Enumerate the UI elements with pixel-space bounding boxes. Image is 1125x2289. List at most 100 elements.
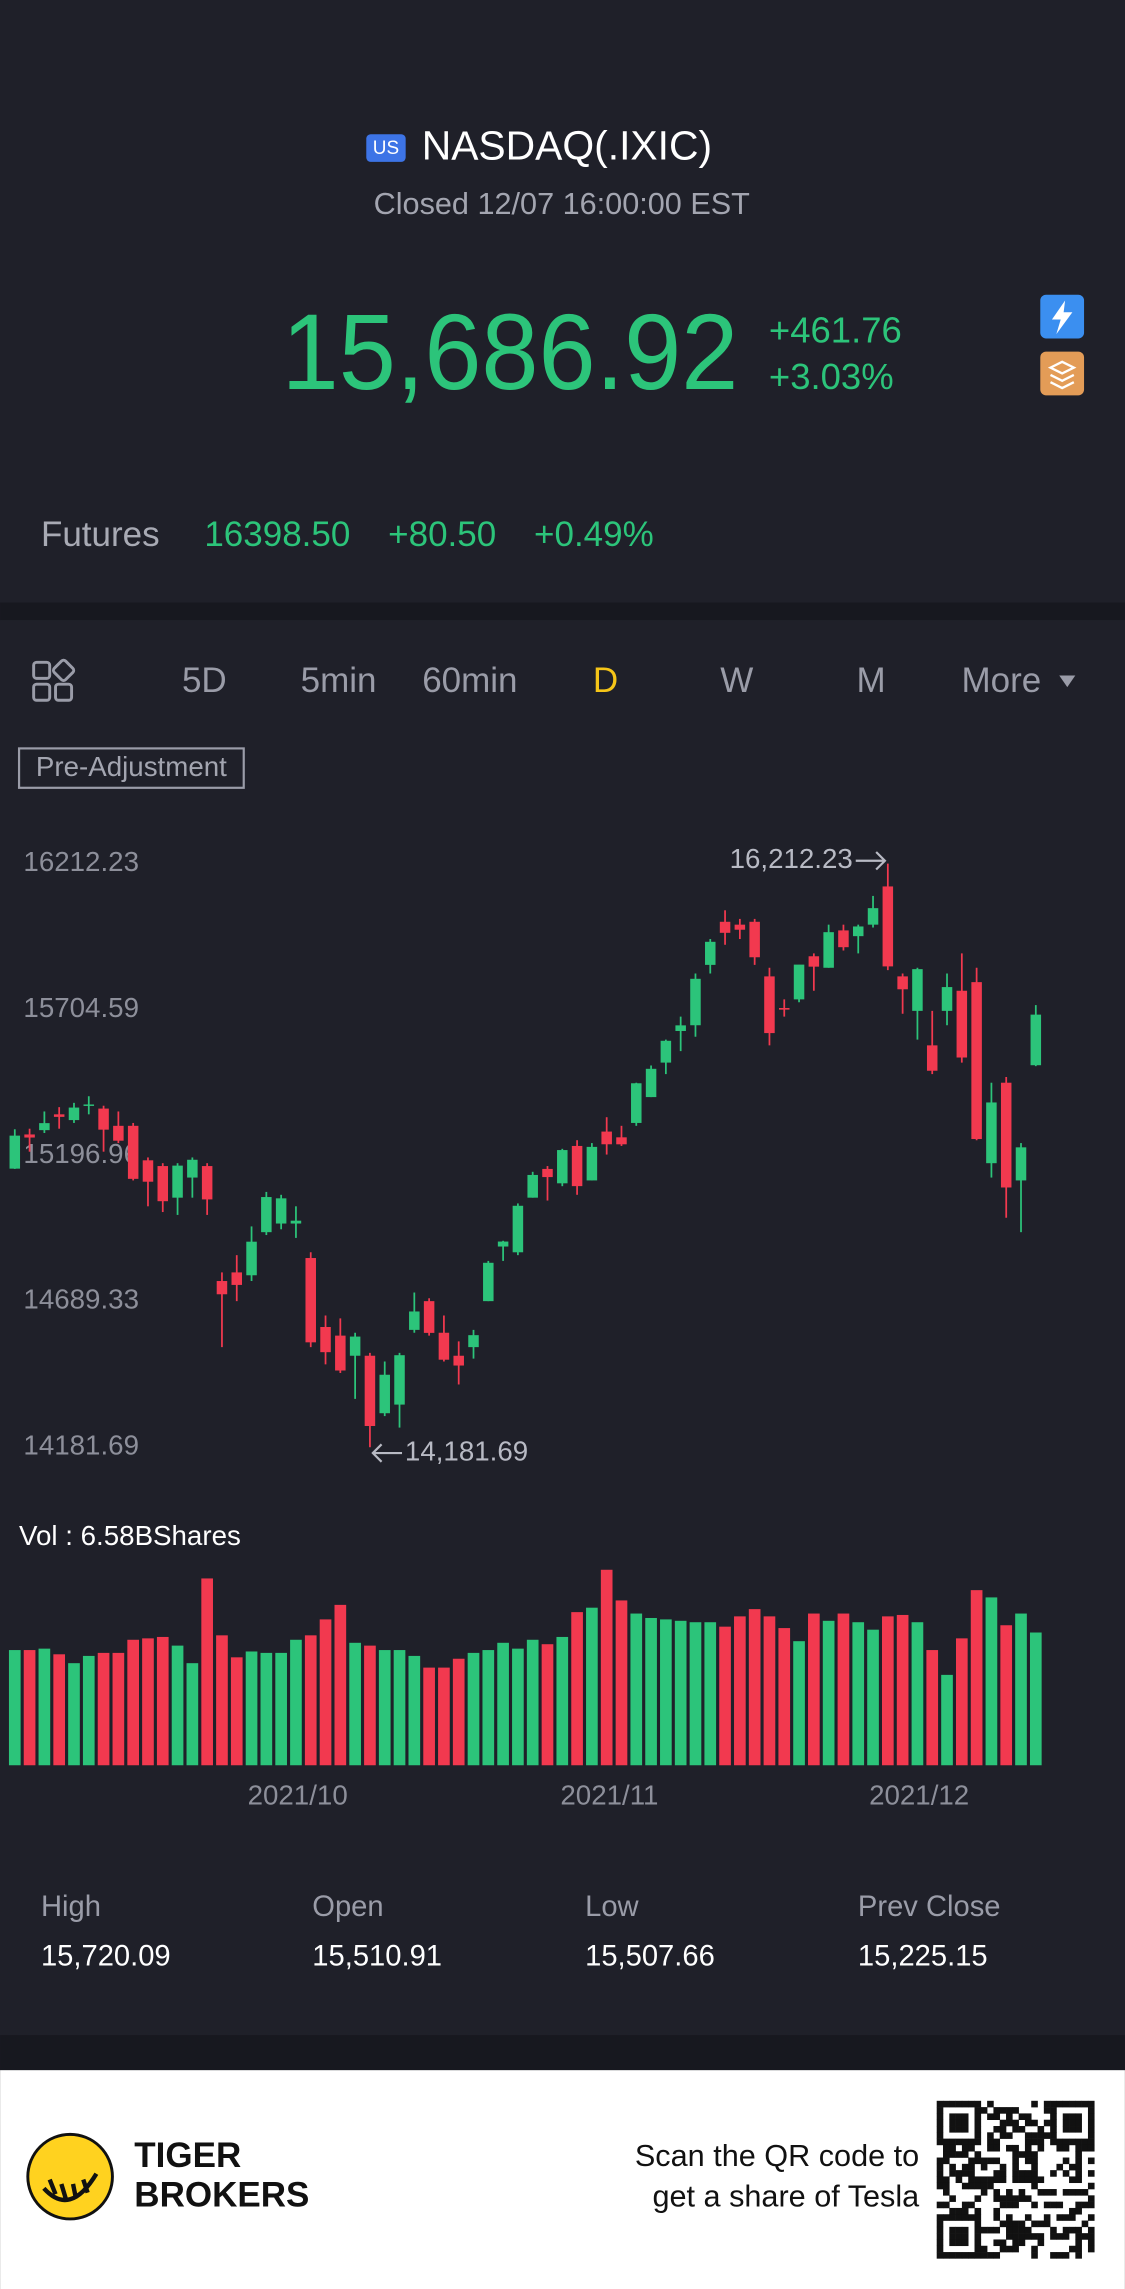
qr-module [943,2182,950,2190]
candle-body [98,1108,109,1130]
qr-module [1018,2126,1026,2133]
tab[interactable]: 5D [182,661,227,700]
qr-module [1018,2151,1026,2158]
candle-body [586,1146,598,1181]
qr-module [1012,2245,1019,2253]
qr-module [1069,2214,1076,2221]
qr-module [968,2163,975,2171]
candle-body [24,1134,35,1138]
qr-module [1037,2132,1045,2139]
qr-module [936,2107,944,2114]
qr-module [1056,2138,1064,2146]
qr-module [1069,2245,1076,2253]
qr-module [1024,2233,1032,2240]
qr-module [1012,2157,1019,2165]
qr-module [955,2170,963,2177]
qr-module [1012,2170,1019,2177]
candle-body [9,1135,21,1169]
candle-body [468,1335,479,1348]
candle-body [764,976,775,1034]
qr-module [1018,2220,1026,2228]
candle-body [201,1166,213,1200]
qr-module [993,2126,1001,2133]
volume-bar [630,1613,643,1766]
layers-glyph [1047,360,1077,390]
candle-body [1030,1014,1042,1066]
tab[interactable]: M [856,661,885,700]
tab[interactable]: W [720,661,753,700]
qr-module [999,2107,1007,2114]
qr-module [1024,2113,1032,2121]
layout-icon[interactable] [32,658,76,702]
tab[interactable]: 5min [301,661,377,700]
brand-line: TIGER [134,2136,241,2175]
qr-module [1037,2138,1045,2146]
qr-module [961,2226,969,2234]
qr-module [1087,2144,1095,2152]
volume-bar [734,1616,746,1766]
qr-module [955,2252,963,2259]
qr-module [936,2182,944,2190]
qr-module [974,2245,982,2253]
candle-body [335,1335,346,1371]
qr-module [936,2233,944,2240]
candle-body [1015,1147,1027,1181]
qr-module [1043,2189,1051,2196]
annotation: 16,212.23 [730,843,853,874]
candle-body [261,1197,272,1233]
tab[interactable]: More [962,661,1042,700]
qr-module [993,2144,1001,2152]
qr-module [1050,2107,1057,2114]
qr-module [1024,2176,1032,2184]
qr-module [1031,2220,1038,2228]
candle-body [127,1125,139,1179]
qr-module [1006,2195,1013,2202]
tab[interactable]: 60min [422,661,517,700]
qr-module [1018,2170,1026,2177]
volume-bar [1015,1613,1027,1766]
qr-module [1087,2119,1095,2127]
adjustment-box[interactable] [17,747,245,789]
qr-module [1024,2151,1032,2158]
volume-bar [319,1619,332,1766]
y-tick-label: 14181.69 [23,1430,139,1461]
qr-module [993,2252,1001,2259]
qr-module [1069,2226,1076,2234]
qr-module [1056,2252,1064,2259]
candle-body [571,1145,583,1187]
volume-bar [867,1629,879,1766]
futures-change-pct: +0.49% [534,515,654,554]
tab[interactable]: D [593,661,618,700]
qr-module [955,2233,963,2240]
candle-body [157,1166,169,1202]
promo-line: Scan the QR code to [635,2139,919,2173]
qr-module [980,2189,988,2196]
volume-bar [970,1590,983,1766]
qr-module [1031,2176,1038,2184]
qr-module [961,2207,969,2215]
qr-module [1075,2226,1082,2234]
volume-bar [674,1620,687,1766]
qr-module [974,2252,982,2259]
candle-body [379,1374,390,1414]
qr-module [936,2157,944,2165]
qr-module [968,2170,975,2177]
annotation-arrow-head [371,1443,383,1463]
candle-body [364,1355,376,1427]
qr-module [955,2119,963,2127]
qr-module [1081,2201,1089,2209]
volume-bar [615,1600,628,1766]
qr-module [1012,2226,1019,2234]
qr-module [1006,2201,1013,2209]
volume-bar [941,1674,953,1766]
candle-body [68,1107,80,1121]
qr-module [943,2201,950,2209]
qr-module [987,2226,994,2234]
qr-module [968,2252,975,2259]
volume-bar [304,1635,317,1766]
volume-bar [82,1655,95,1766]
qr-module [961,2163,969,2171]
qr-module [1087,2233,1095,2240]
more-caret [1059,675,1076,688]
qr-module [943,2151,950,2158]
